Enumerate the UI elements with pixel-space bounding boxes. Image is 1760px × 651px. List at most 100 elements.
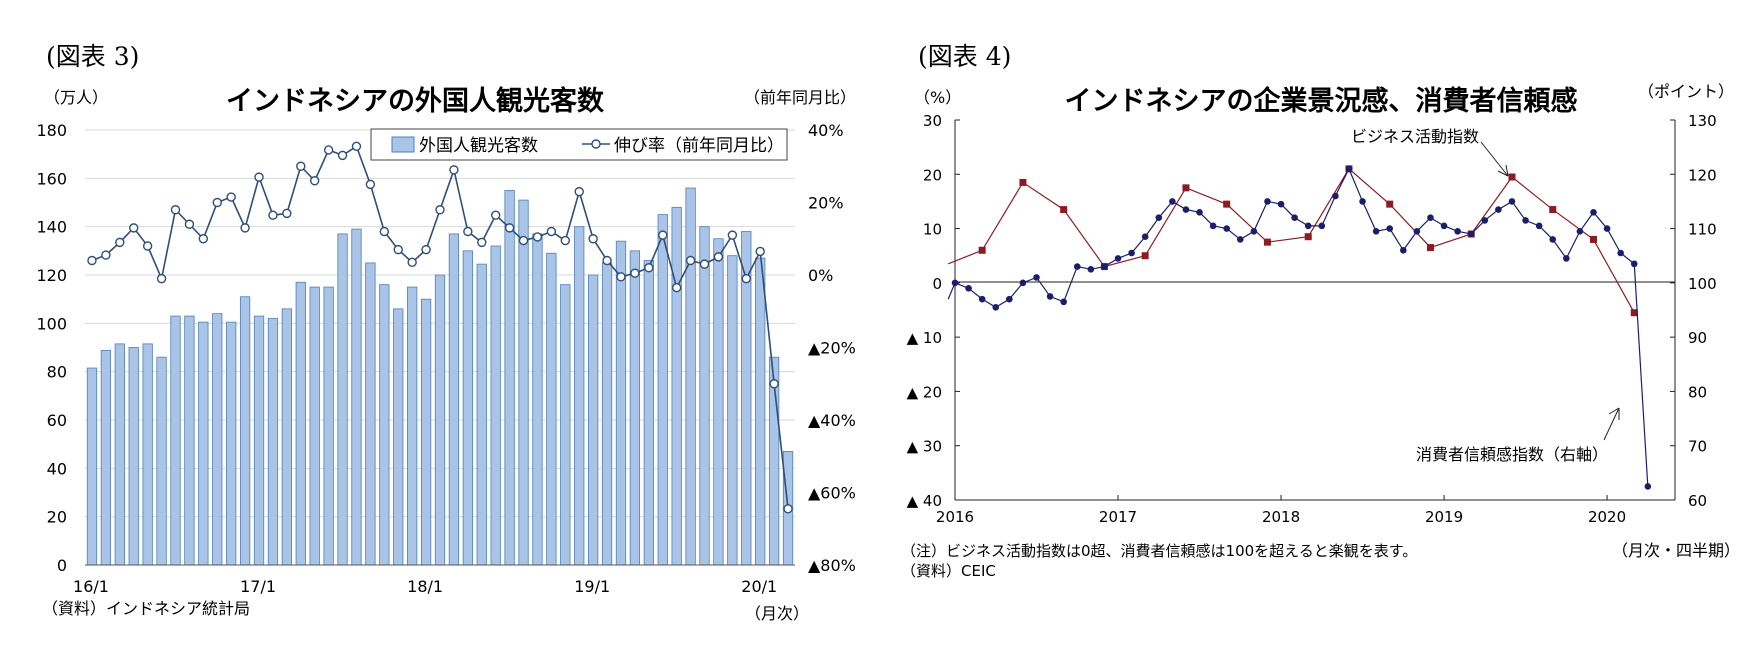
y-tick-label: 10 xyxy=(923,221,942,239)
consumer-point xyxy=(1522,217,1529,224)
consumer-point xyxy=(1046,293,1054,300)
x-tick-label: 18/1 xyxy=(407,577,443,596)
y-tick-label: 40 xyxy=(47,459,67,478)
line-series-consumer xyxy=(947,165,1652,490)
business-point xyxy=(1589,235,1597,243)
business-point xyxy=(1304,233,1312,241)
consumer-point xyxy=(1630,260,1638,268)
growth-point xyxy=(449,165,459,175)
y2-tick-label: ▲60% xyxy=(808,484,856,503)
growth-point xyxy=(713,252,724,262)
consumer-point xyxy=(1440,222,1448,230)
bar xyxy=(212,313,223,566)
x-tick-label: 2020 xyxy=(1588,508,1626,526)
growth-point xyxy=(602,255,612,266)
growth-point xyxy=(477,237,487,248)
consumer-point xyxy=(1413,227,1421,235)
bar xyxy=(337,233,348,566)
consumer-point xyxy=(1155,214,1163,222)
x-tick-labels: 16/1 17/1 18/1 19/1 20/1 xyxy=(73,577,777,596)
consumer-point xyxy=(1386,225,1394,232)
consumer-point xyxy=(951,279,959,287)
y-tick-label: 60 xyxy=(47,411,67,430)
consumer-point xyxy=(1277,200,1285,208)
consumer-point xyxy=(1508,198,1516,205)
bar xyxy=(755,257,766,566)
growth-point xyxy=(337,150,348,161)
growth-point xyxy=(198,234,209,244)
growth-point xyxy=(769,379,779,389)
consumer-point xyxy=(1019,279,1027,287)
callout-business-arrowhead xyxy=(1497,164,1509,177)
growth-point xyxy=(351,141,362,152)
bar xyxy=(601,262,613,566)
consumer-point xyxy=(1114,255,1122,262)
consumer-point xyxy=(1060,298,1067,306)
growth-point xyxy=(268,210,278,220)
bar xyxy=(504,190,515,566)
x-tick-label: 16/1 xyxy=(73,577,109,596)
growth-point xyxy=(560,235,570,246)
callout-business-arrow xyxy=(1480,141,1509,177)
source-note-tourists: （資料）インドネシア統計局 xyxy=(42,599,250,618)
growth-point xyxy=(407,257,417,268)
growth-point xyxy=(546,226,557,237)
bar xyxy=(156,356,167,566)
business-line xyxy=(947,167,1635,314)
legend-label-growth: 伸び率（前年同月比） xyxy=(614,136,784,156)
bar xyxy=(114,343,125,566)
bar xyxy=(281,308,292,566)
consumer-point xyxy=(1073,263,1081,270)
y2-tick-label: 40% xyxy=(808,121,844,140)
business-point xyxy=(1426,244,1434,252)
growth-point xyxy=(783,504,793,514)
business-point xyxy=(978,246,986,254)
legend-bar-swatch xyxy=(391,136,415,153)
bar xyxy=(629,250,641,566)
business-point xyxy=(1019,178,1027,186)
bar xyxy=(699,226,710,566)
consumer-point xyxy=(1590,208,1597,216)
y2-tick-label: ▲80% xyxy=(808,556,856,575)
consumer-point xyxy=(1128,249,1135,257)
growth-point xyxy=(644,263,654,273)
bar xyxy=(615,240,627,566)
consumer-point xyxy=(1549,236,1557,243)
consumer-point xyxy=(1087,265,1095,273)
business-point xyxy=(1223,200,1231,208)
bar xyxy=(588,274,599,566)
bar xyxy=(713,238,724,566)
consumer-point xyxy=(1617,249,1624,257)
y2-tick-label: 120 xyxy=(1688,166,1717,184)
bar xyxy=(407,286,418,566)
growth-point xyxy=(156,273,167,284)
y-tick-label: ▲ 40 xyxy=(907,492,942,510)
consumer-point xyxy=(1345,165,1353,173)
growth-point xyxy=(435,205,445,215)
growth-point xyxy=(421,244,431,255)
consumer-point xyxy=(1264,198,1271,205)
growth-point xyxy=(727,230,738,240)
consumer-point xyxy=(1495,206,1502,213)
y2-tick-label: 110 xyxy=(1688,221,1717,239)
bar xyxy=(351,228,362,566)
bar xyxy=(574,226,585,566)
consumer-point xyxy=(1454,227,1461,235)
y-tick-label: 180 xyxy=(36,121,67,140)
consumer-point xyxy=(1318,222,1326,230)
bar xyxy=(86,367,98,566)
growth-point xyxy=(671,282,682,293)
y2-tick-label: ▲20% xyxy=(808,339,856,358)
consumer-point xyxy=(1182,206,1190,213)
business-point xyxy=(1141,252,1149,260)
growth-point xyxy=(254,172,264,182)
bar xyxy=(476,263,487,566)
consumer-point xyxy=(992,303,1000,311)
y-tick-label: 30 xyxy=(923,112,942,130)
growth-point xyxy=(490,210,501,220)
bar xyxy=(184,315,195,566)
callout-business-label: ビジネス活動指数 xyxy=(1351,127,1479,146)
y2-tick-label: 20% xyxy=(808,194,844,213)
growth-point xyxy=(142,241,153,251)
legend: 外国人観光客数 伸び率（前年同月比） xyxy=(370,128,788,161)
